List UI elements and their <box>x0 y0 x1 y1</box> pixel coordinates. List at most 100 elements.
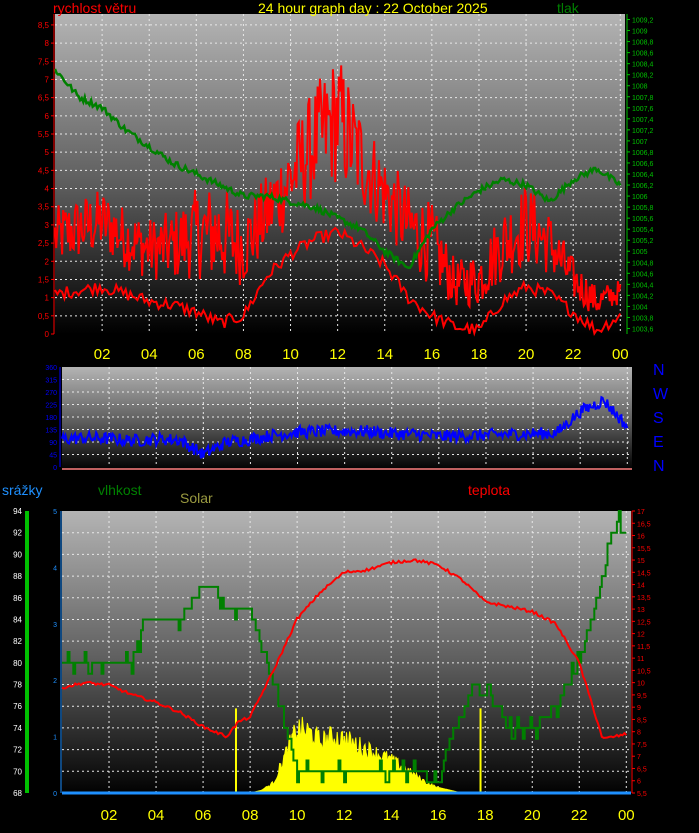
pressure-y-tick-label: 1007,8 <box>632 95 654 102</box>
temperature-y-tick-label: 12 <box>637 632 645 639</box>
wind-x-tick-label: 06 <box>188 346 205 363</box>
temperature-y-tick-label: 7 <box>637 754 641 761</box>
direction-y-tick-label: 270 <box>45 390 57 397</box>
pressure-y-tick-label: 1004,6 <box>632 271 654 278</box>
rain-y-tick-label: 0 <box>53 791 57 798</box>
temperature-y-tick-label: 16 <box>637 534 645 541</box>
temperature-y-tick-label: 16,5 <box>637 521 651 528</box>
humidity-y-tick-label: 80 <box>13 659 22 668</box>
wind-y-tick-label: 2 <box>45 257 50 266</box>
temperature-y-tick-label: 10 <box>637 681 645 688</box>
wind-x-tick-label: 04 <box>141 346 158 363</box>
temperature-y-tick-label: 13 <box>637 607 645 614</box>
humidity-y-tick-label: 86 <box>13 594 22 603</box>
pressure-y-tick-label: 1007,6 <box>632 106 654 113</box>
temperature-y-tick-label: 13,5 <box>637 595 651 602</box>
wind-y-tick-label: 2,5 <box>38 239 50 248</box>
pressure-y-tick-label: 1005 <box>632 249 648 256</box>
wind-y-tick-label: 7,5 <box>38 57 50 66</box>
pressure-y-tick-label: 1008,2 <box>632 73 654 80</box>
wind-y-tick-label: 5 <box>45 148 50 157</box>
humidity-y-tick-label: 90 <box>13 550 22 559</box>
temperature-y-tick-label: 9 <box>637 705 641 712</box>
pressure-y-tick-label: 1004 <box>632 304 648 311</box>
humidity-y-tick-label: 76 <box>13 702 22 711</box>
temperature-y-tick-label: 7,5 <box>637 742 647 749</box>
wind-y-tick-label: 0 <box>45 330 50 339</box>
temperature-y-tick-label: 15,5 <box>637 546 651 553</box>
pressure-y-tick-label: 1006,4 <box>632 172 654 179</box>
wind-y-tick-label: 8,5 <box>38 21 50 30</box>
humidity-x-tick-label: 18 <box>477 807 494 824</box>
rain-y-tick-label: 1 <box>53 735 57 742</box>
direction-y-tick-label: 180 <box>45 415 57 422</box>
wind-y-tick-label: 6,5 <box>38 94 50 103</box>
humidity-x-tick-label: 02 <box>101 807 118 824</box>
pressure-y-tick-label: 1006,2 <box>632 183 654 190</box>
direction-y-tick-label: 90 <box>49 440 57 447</box>
humidity-x-tick-label: 00 <box>618 807 635 824</box>
compass-n-top: N <box>653 362 665 379</box>
humidity-y-tick-label: 72 <box>13 746 22 755</box>
wind-x-tick-label: 18 <box>471 346 488 363</box>
temperature-y-tick-label: 11,5 <box>637 644 650 651</box>
wind-x-tick-label: 12 <box>329 346 346 363</box>
pressure-y-tick-label: 1006 <box>632 194 648 201</box>
humidity-x-tick-label: 08 <box>242 807 259 824</box>
direction-y-tick-label: 45 <box>49 453 57 460</box>
pressure-y-tick-label: 1004,4 <box>632 282 654 289</box>
wind-y-tick-label: 3 <box>45 221 50 230</box>
temperature-axis-label: teplota <box>468 482 510 498</box>
temperature-series <box>61 558 627 739</box>
humidity-x-tick-label: 06 <box>195 807 212 824</box>
pressure-series <box>53 68 622 270</box>
direction-y-tick-label: 360 <box>45 365 57 372</box>
pressure-axis-label: tlak <box>557 0 580 16</box>
wind-y-tick-label: 7 <box>45 75 50 84</box>
wind-gust-series <box>54 65 622 312</box>
temperature-y-tick-label: 17 <box>637 509 645 516</box>
temperature-y-tick-label: 14 <box>637 583 645 590</box>
temperature-y-tick-label: 5,5 <box>637 791 647 798</box>
rain-y-tick-label: 5 <box>53 509 57 516</box>
rain-y-tick-label: 2 <box>53 678 57 685</box>
humidity-x-tick-label: 10 <box>289 807 306 824</box>
humidity-x-tick-label: 12 <box>336 807 353 824</box>
pressure-y-tick-label: 1004,8 <box>632 260 654 267</box>
humidity-y-tick-label: 92 <box>13 529 22 538</box>
temperature-y-tick-label: 8 <box>637 730 641 737</box>
compass-n-bottom: N <box>653 458 665 475</box>
direction-y-tick-label: 0 <box>53 465 57 472</box>
pressure-y-tick-label: 1009 <box>632 29 648 36</box>
rain-axis-label: srážky <box>2 482 42 498</box>
temperature-y-tick-label: 12,5 <box>637 619 651 626</box>
direction-y-tick-label: 225 <box>45 403 57 410</box>
wind-y-tick-label: 3,5 <box>38 203 50 212</box>
pressure-y-tick-label: 1008,6 <box>632 51 654 58</box>
temperature-y-tick-label: 15 <box>637 558 645 565</box>
humidity-x-tick-label: 14 <box>383 807 400 824</box>
compass-e: E <box>653 434 664 451</box>
humidity-axis-label: vlhkost <box>98 482 142 498</box>
pressure-y-tick-label: 1008,8 <box>632 40 654 47</box>
humidity-x-tick-label: 20 <box>524 807 541 824</box>
temperature-y-tick-label: 10,5 <box>637 668 651 675</box>
rain-y-tick-label: 4 <box>53 565 57 572</box>
pressure-y-tick-label: 1003,8 <box>632 315 654 322</box>
pressure-y-tick-label: 1007,2 <box>632 128 654 135</box>
pressure-y-tick-label: 1008 <box>632 84 648 91</box>
direction-plot-area <box>62 367 632 470</box>
temperature-y-tick-label: 14,5 <box>637 570 651 577</box>
pressure-y-tick-label: 1007 <box>632 139 648 146</box>
humidity-y-tick-label: 94 <box>13 507 22 516</box>
temperature-y-tick-label: 11 <box>637 656 644 663</box>
chart-title: 24 hour graph day : 22 October 2025 <box>258 0 488 16</box>
wind-x-tick-label: 10 <box>282 346 299 363</box>
temperature-y-tick-label: 6 <box>637 779 641 786</box>
pressure-y-tick-label: 1008,4 <box>632 62 654 69</box>
wind-y-tick-label: 0,5 <box>38 312 50 321</box>
temperature-y-tick-label: 6,5 <box>637 766 647 773</box>
humidity-x-tick-label: 16 <box>430 807 447 824</box>
pressure-y-tick-label: 1005,2 <box>632 238 654 245</box>
